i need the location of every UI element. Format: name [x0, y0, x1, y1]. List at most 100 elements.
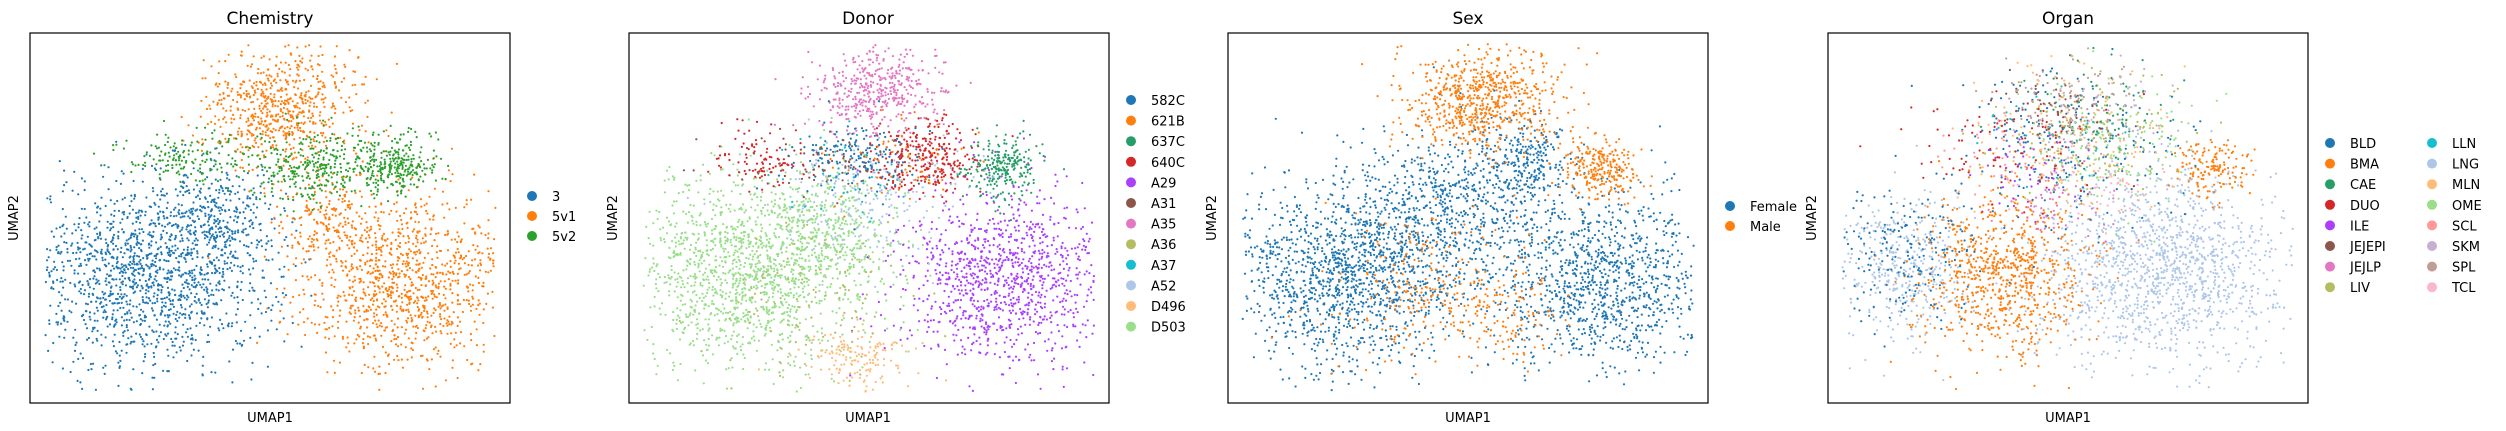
scatter-point	[201, 206, 204, 209]
scatter-point	[263, 195, 266, 198]
scatter-point	[175, 152, 178, 155]
scatter-point	[430, 292, 433, 295]
scatter-point	[331, 207, 334, 211]
scatter-point	[366, 99, 369, 102]
scatter-point	[324, 217, 327, 220]
scatter-point	[138, 333, 141, 336]
scatter-point	[454, 238, 457, 241]
scatter-point	[456, 376, 459, 380]
scatter-point	[110, 213, 113, 216]
scatter-point	[457, 282, 460, 285]
scatter-point	[250, 63, 254, 66]
scatter-point	[179, 180, 182, 183]
scatter-point	[181, 139, 184, 142]
scatter-point	[707, 305, 710, 308]
scatter-point	[275, 55, 278, 58]
scatter-point	[400, 326, 403, 329]
scatter-point	[341, 337, 345, 340]
scatter-point	[178, 316, 181, 319]
scatter-point	[492, 262, 495, 265]
scatter-point	[372, 174, 375, 178]
scatter-point	[213, 218, 216, 221]
scatter-point	[298, 111, 301, 114]
scatter-point	[143, 319, 146, 322]
scatter-point	[310, 276, 313, 279]
scatter-point	[439, 355, 442, 358]
scatter-point	[211, 247, 214, 250]
scatter-point	[215, 219, 218, 223]
scatter-point	[100, 164, 103, 167]
scatter-point	[227, 53, 230, 56]
scatter-point	[329, 251, 332, 254]
scatter-point	[672, 178, 676, 181]
scatter-point	[334, 209, 337, 212]
scatter-point	[239, 329, 243, 332]
scatter-point	[248, 197, 251, 200]
scatter-point	[377, 141, 380, 145]
scatter-point	[377, 248, 380, 251]
scatter-point	[377, 217, 380, 220]
scatter-point	[167, 276, 170, 279]
scatter-point	[430, 228, 433, 231]
scatter-point	[120, 246, 123, 249]
scatter-point	[214, 264, 217, 267]
scatter-point	[394, 343, 398, 346]
scatter-point	[222, 273, 225, 276]
scatter-point	[279, 309, 282, 313]
scatter-point	[492, 265, 495, 268]
scatter-point	[220, 230, 223, 233]
scatter-point	[187, 153, 190, 156]
scatter-point	[359, 148, 362, 151]
scatter-point	[380, 246, 383, 249]
scatter-point	[431, 258, 434, 261]
scatter-point	[174, 206, 177, 209]
scatter-point	[251, 154, 254, 157]
scatter-point	[382, 150, 385, 153]
scatter-point	[391, 266, 394, 269]
scatter-point	[691, 291, 695, 294]
scatter-point	[313, 304, 316, 307]
scatter-point	[292, 263, 295, 266]
scatter-point	[367, 170, 370, 173]
scatter-point	[177, 211, 180, 214]
scatter-point	[455, 344, 458, 347]
scatter-point	[210, 293, 213, 296]
scatter-point	[424, 227, 427, 230]
scatter-point	[134, 268, 137, 272]
scatter-point	[754, 209, 757, 212]
scatter-point	[179, 349, 182, 352]
scatter-point	[109, 199, 112, 202]
scatter-point	[279, 320, 282, 323]
scatter-point	[357, 156, 360, 159]
scatter-point	[226, 86, 229, 89]
scatter-point	[236, 296, 239, 299]
scatter-point	[416, 326, 419, 330]
scatter-point	[730, 190, 734, 193]
scatter-point	[298, 96, 301, 99]
scatter-point	[296, 102, 299, 105]
scatter-point	[174, 337, 177, 340]
scatter-point	[217, 141, 220, 144]
scatter-point	[668, 165, 671, 169]
scatter-point	[201, 364, 204, 367]
scatter-point	[400, 292, 403, 295]
scatter-point	[186, 335, 189, 338]
scatter-point	[415, 234, 418, 237]
scatter-point	[83, 289, 87, 292]
scatter-point	[193, 281, 196, 284]
scatter-point	[348, 179, 351, 182]
scatter-point	[409, 289, 412, 292]
scatter-point	[223, 260, 226, 263]
scatter-point	[72, 336, 75, 339]
scatter-point	[432, 348, 435, 351]
scatter-point	[311, 68, 314, 71]
scatter-point	[221, 288, 224, 291]
scatter-point	[375, 256, 378, 259]
scatter-point	[297, 241, 300, 244]
scatter-point	[85, 263, 88, 266]
scatter-point	[106, 249, 109, 252]
scatter-point	[229, 252, 232, 255]
scatter-point	[269, 147, 272, 150]
scatter-point	[251, 286, 254, 289]
scatter-point	[179, 240, 182, 243]
